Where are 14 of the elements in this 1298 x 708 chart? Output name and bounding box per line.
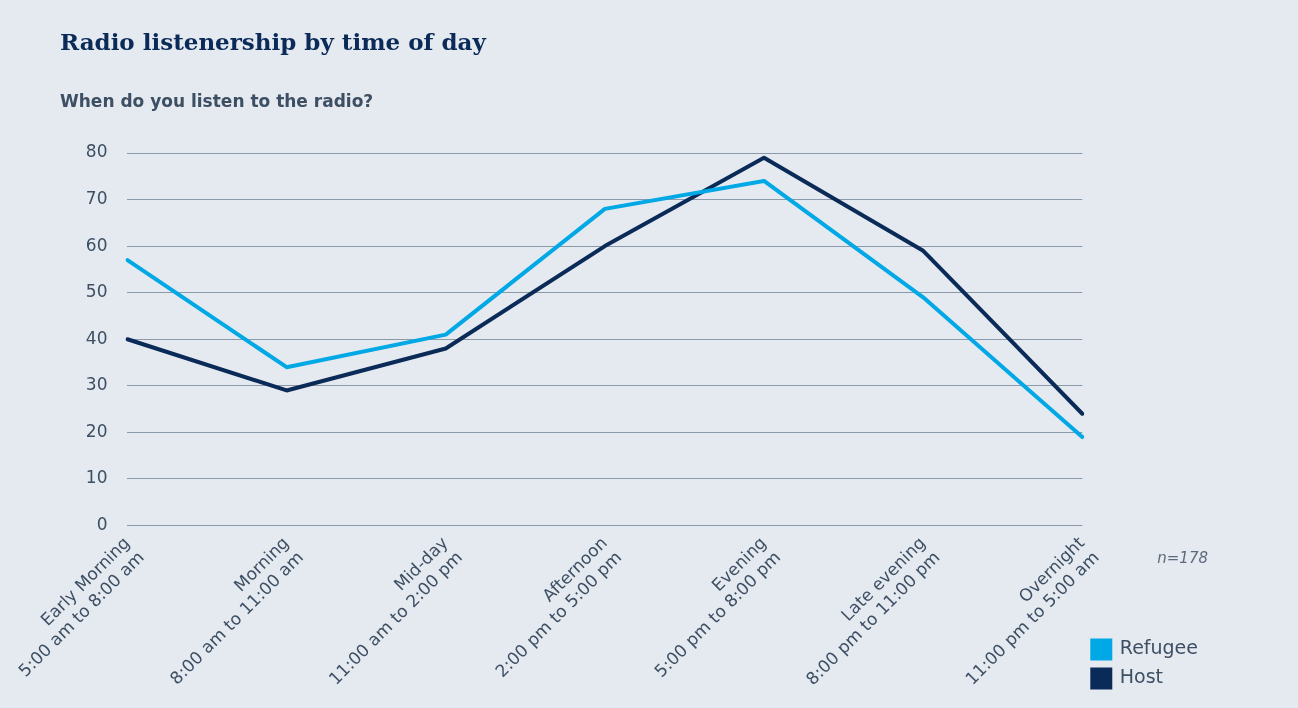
- text: n=178: [1157, 549, 1208, 567]
- y-tick-label: 40: [85, 327, 108, 348]
- y-tick-label: 50: [85, 281, 108, 302]
- legend-label: Host: [1119, 665, 1164, 688]
- y-tick-label: 10: [85, 467, 108, 488]
- y-tick-label: 60: [85, 234, 108, 255]
- y-tick-label: 80: [85, 141, 108, 162]
- y-tick-label: 30: [85, 374, 108, 395]
- legend-label: Refugee: [1119, 636, 1199, 659]
- chart-subtitle: When do you listen to the radio?: [60, 91, 374, 112]
- y-tick-label: 0: [96, 513, 108, 534]
- chart-title: Radio listenership by time of day: [60, 27, 487, 55]
- y-tick-label: 20: [85, 420, 108, 441]
- y-tick-label: 70: [85, 187, 108, 208]
